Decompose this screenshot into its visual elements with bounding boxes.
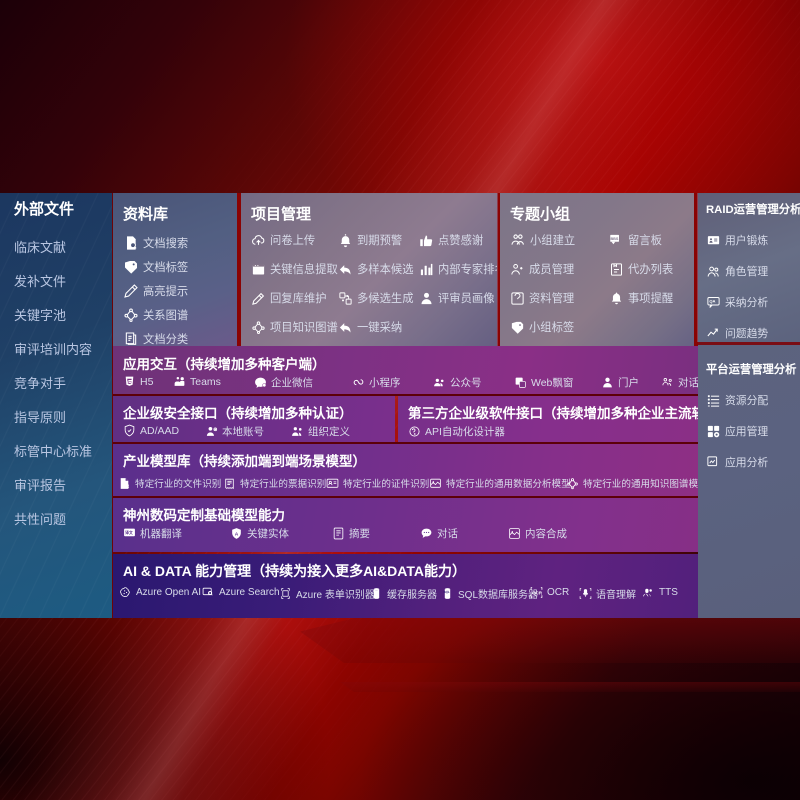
svg-text:OCR: OCR bbox=[532, 590, 542, 595]
svg-text:A: A bbox=[235, 531, 239, 537]
svg-text:QA: QA bbox=[709, 298, 715, 303]
svg-text:译文: 译文 bbox=[125, 530, 133, 535]
svg-text:BBS: BBS bbox=[610, 237, 618, 241]
svg-text:SQL: SQL bbox=[443, 590, 449, 594]
